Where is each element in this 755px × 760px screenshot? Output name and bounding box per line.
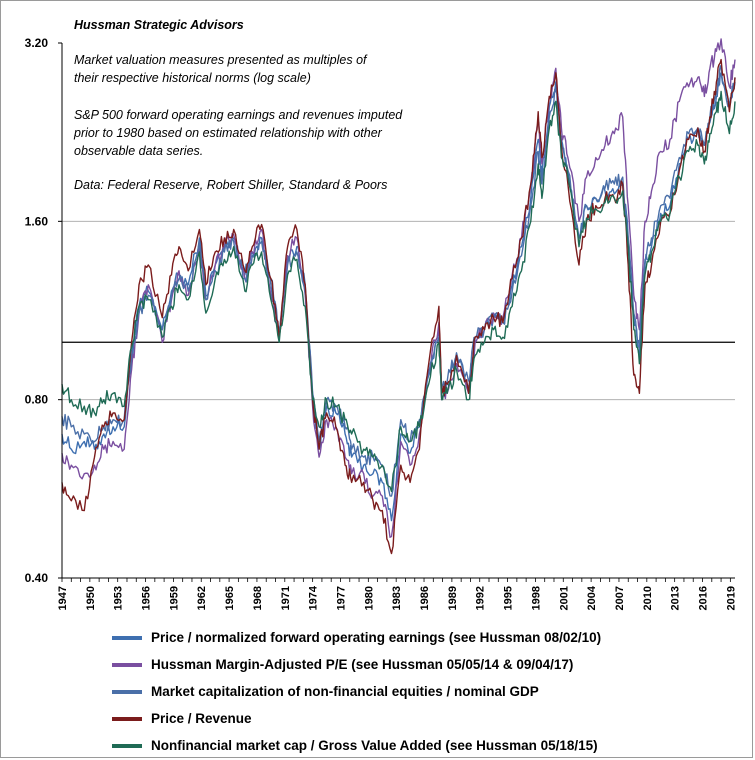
x-tick-label: 1971 xyxy=(280,586,292,610)
x-tick-label: 1947 xyxy=(57,586,69,610)
x-tick-label: 2001 xyxy=(558,586,570,610)
legend-item-margin-adjusted-pe: Hussman Margin-Adjusted P/E (see Hussman… xyxy=(112,651,732,678)
chart-note-line-6: observable data series. xyxy=(74,144,203,158)
x-tick-label: 2013 xyxy=(670,586,682,610)
x-tick-label: 1962 xyxy=(196,586,208,610)
legend-label: Nonfinancial market cap / Gross Value Ad… xyxy=(151,738,598,753)
series-group xyxy=(61,38,736,555)
legend-item-price-forward-earnings: Price / normalized forward operating ear… xyxy=(112,624,732,651)
x-tick-label: 2007 xyxy=(614,586,626,610)
chart-note-line-1: Market valuation measures presented as m… xyxy=(74,53,368,67)
x-tick-label: 1986 xyxy=(419,586,431,610)
x-tick-label: 1983 xyxy=(391,586,403,610)
x-tick-label: 1965 xyxy=(224,586,236,610)
x-tick-label: 2019 xyxy=(725,586,737,610)
legend-label: Market capitalization of non-financial e… xyxy=(151,684,539,699)
chart-note-line-8: Data: Federal Reserve, Robert Shiller, S… xyxy=(74,178,387,192)
x-tick-label: 1989 xyxy=(447,586,459,610)
x-tick-label: 1980 xyxy=(363,586,375,610)
series-line-5 xyxy=(61,90,736,493)
legend-item-market-cap-gva: Nonfinancial market cap / Gross Value Ad… xyxy=(112,732,732,759)
chart-note-line-4: S&P 500 forward operating earnings and r… xyxy=(74,108,403,122)
x-tick-label: 1998 xyxy=(530,586,542,610)
x-tick-label: 1968 xyxy=(252,586,264,610)
y-tick-label: 0.80 xyxy=(25,393,49,407)
legend-item-price-revenue: Price / Revenue xyxy=(112,705,732,732)
legend-swatch xyxy=(112,635,142,640)
legend: Price / normalized forward operating ear… xyxy=(112,624,732,759)
x-tick-label: 1977 xyxy=(335,586,347,610)
x-tick-label: 1959 xyxy=(168,586,180,610)
legend-item-market-cap-gdp: Market capitalization of non-financial e… xyxy=(112,678,732,705)
legend-swatch xyxy=(112,716,142,721)
series-line-4 xyxy=(61,58,736,555)
y-tick-label: 3.20 xyxy=(25,36,49,50)
legend-label: Price / Revenue xyxy=(151,711,252,726)
x-tick-label: 1992 xyxy=(475,586,487,610)
x-tick-label: 2004 xyxy=(586,585,598,610)
chart-title: Hussman Strategic Advisors xyxy=(74,18,244,32)
x-tick-label: 1995 xyxy=(503,586,515,610)
x-tick-label: 1974 xyxy=(308,585,320,610)
legend-swatch xyxy=(112,743,142,748)
y-tick-label: 0.40 xyxy=(25,571,49,585)
x-tick-label: 2010 xyxy=(642,586,654,610)
axes: 3.20 1.60 0.80 0.40 1947 1950 1953 1956 1959 1962… xyxy=(25,36,738,610)
chart-note-line-2: their respective historical norms (log s… xyxy=(74,71,311,85)
x-tick-label: 2016 xyxy=(698,586,710,610)
chart-canvas: 3.20 1.60 0.80 0.40 1947 1950 1953 1956 1959 1962… xyxy=(25,18,738,610)
legend-label: Price / normalized forward operating ear… xyxy=(151,630,602,645)
grid-lines xyxy=(62,220,735,401)
chart-note-line-5: prior to 1980 based on estimated relatio… xyxy=(73,126,383,140)
legend-label: Hussman Margin-Adjusted P/E (see Hussman… xyxy=(151,657,574,672)
legend-swatch xyxy=(112,662,142,667)
x-tick-label: 1950 xyxy=(85,586,97,610)
legend-swatch xyxy=(112,689,142,694)
y-tick-label: 1.60 xyxy=(25,214,49,228)
x-tick-label: 1953 xyxy=(113,586,125,610)
x-tick-label: 1956 xyxy=(141,586,153,610)
